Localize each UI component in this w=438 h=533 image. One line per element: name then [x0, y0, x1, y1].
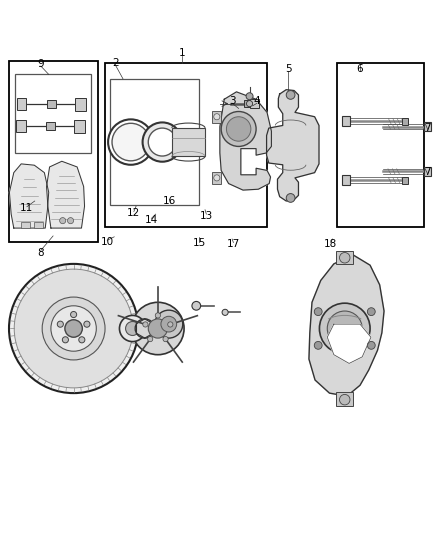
- Text: 5: 5: [285, 64, 292, 74]
- Polygon shape: [46, 161, 85, 228]
- Bar: [342, 175, 350, 185]
- Bar: [110, 79, 199, 205]
- Circle shape: [79, 337, 85, 343]
- Circle shape: [221, 111, 256, 147]
- Text: 7: 7: [424, 123, 431, 133]
- Circle shape: [42, 297, 105, 360]
- Polygon shape: [10, 164, 49, 228]
- Bar: [244, 100, 250, 107]
- Text: 15: 15: [193, 238, 206, 248]
- Circle shape: [65, 320, 82, 337]
- Circle shape: [112, 123, 150, 161]
- Bar: [106, 63, 267, 227]
- Circle shape: [367, 342, 375, 349]
- Text: 8: 8: [38, 247, 44, 257]
- Bar: [9, 61, 98, 243]
- Circle shape: [246, 93, 253, 100]
- Circle shape: [143, 322, 148, 327]
- Circle shape: [148, 319, 167, 338]
- Circle shape: [163, 336, 168, 342]
- Circle shape: [62, 337, 68, 343]
- Text: 7: 7: [424, 167, 431, 177]
- Circle shape: [286, 193, 295, 203]
- Circle shape: [57, 321, 64, 327]
- Circle shape: [367, 308, 375, 316]
- Circle shape: [155, 313, 160, 318]
- Bar: [336, 392, 353, 406]
- Polygon shape: [327, 324, 371, 364]
- Bar: [403, 118, 409, 125]
- Bar: [424, 167, 431, 176]
- Circle shape: [214, 114, 220, 120]
- Circle shape: [120, 316, 146, 342]
- Circle shape: [135, 319, 154, 338]
- Bar: [14, 75, 91, 153]
- Text: 11: 11: [20, 204, 34, 213]
- Circle shape: [155, 310, 183, 338]
- Bar: [424, 123, 431, 131]
- Circle shape: [148, 336, 153, 342]
- Circle shape: [60, 217, 66, 224]
- Bar: [403, 176, 409, 183]
- Circle shape: [314, 342, 322, 349]
- Text: 10: 10: [101, 237, 114, 247]
- Circle shape: [339, 394, 350, 405]
- Circle shape: [286, 91, 295, 99]
- Bar: [336, 251, 353, 264]
- Circle shape: [314, 308, 322, 316]
- Bar: [75, 98, 86, 111]
- Text: 17: 17: [227, 239, 240, 249]
- Circle shape: [168, 322, 173, 327]
- Circle shape: [247, 101, 253, 107]
- Circle shape: [339, 253, 350, 263]
- Circle shape: [226, 117, 251, 141]
- Text: 6: 6: [357, 64, 364, 74]
- Circle shape: [327, 311, 362, 346]
- Bar: [21, 222, 30, 228]
- Polygon shape: [220, 92, 272, 190]
- Text: 4: 4: [254, 96, 260, 107]
- Text: 16: 16: [163, 196, 176, 206]
- Circle shape: [214, 175, 220, 181]
- Bar: [34, 222, 43, 228]
- Circle shape: [14, 269, 133, 388]
- Bar: [74, 120, 85, 133]
- Text: 18: 18: [324, 239, 337, 249]
- Bar: [46, 100, 56, 108]
- Circle shape: [67, 217, 74, 224]
- Bar: [212, 111, 221, 123]
- Bar: [17, 98, 26, 110]
- Circle shape: [108, 119, 153, 165]
- Text: 12: 12: [127, 208, 141, 218]
- Circle shape: [192, 302, 201, 310]
- Bar: [212, 172, 221, 184]
- Polygon shape: [309, 255, 384, 396]
- Circle shape: [132, 302, 184, 354]
- Circle shape: [126, 321, 140, 335]
- Text: 13: 13: [200, 211, 213, 221]
- Circle shape: [222, 309, 228, 316]
- Circle shape: [161, 316, 177, 332]
- Bar: [251, 99, 259, 108]
- Circle shape: [84, 321, 90, 327]
- Circle shape: [148, 128, 176, 156]
- Bar: [337, 63, 424, 227]
- Bar: [16, 120, 25, 132]
- Circle shape: [51, 306, 96, 351]
- Polygon shape: [267, 90, 319, 201]
- Text: 14: 14: [145, 215, 158, 225]
- Bar: [46, 122, 55, 130]
- Circle shape: [9, 264, 138, 393]
- Circle shape: [71, 311, 77, 318]
- Text: 1: 1: [179, 49, 185, 59]
- Bar: [342, 116, 350, 126]
- Circle shape: [319, 303, 370, 354]
- Text: 9: 9: [38, 59, 44, 69]
- Text: 2: 2: [112, 58, 119, 68]
- Bar: [172, 128, 205, 156]
- Text: 3: 3: [229, 96, 235, 107]
- Circle shape: [143, 123, 182, 161]
